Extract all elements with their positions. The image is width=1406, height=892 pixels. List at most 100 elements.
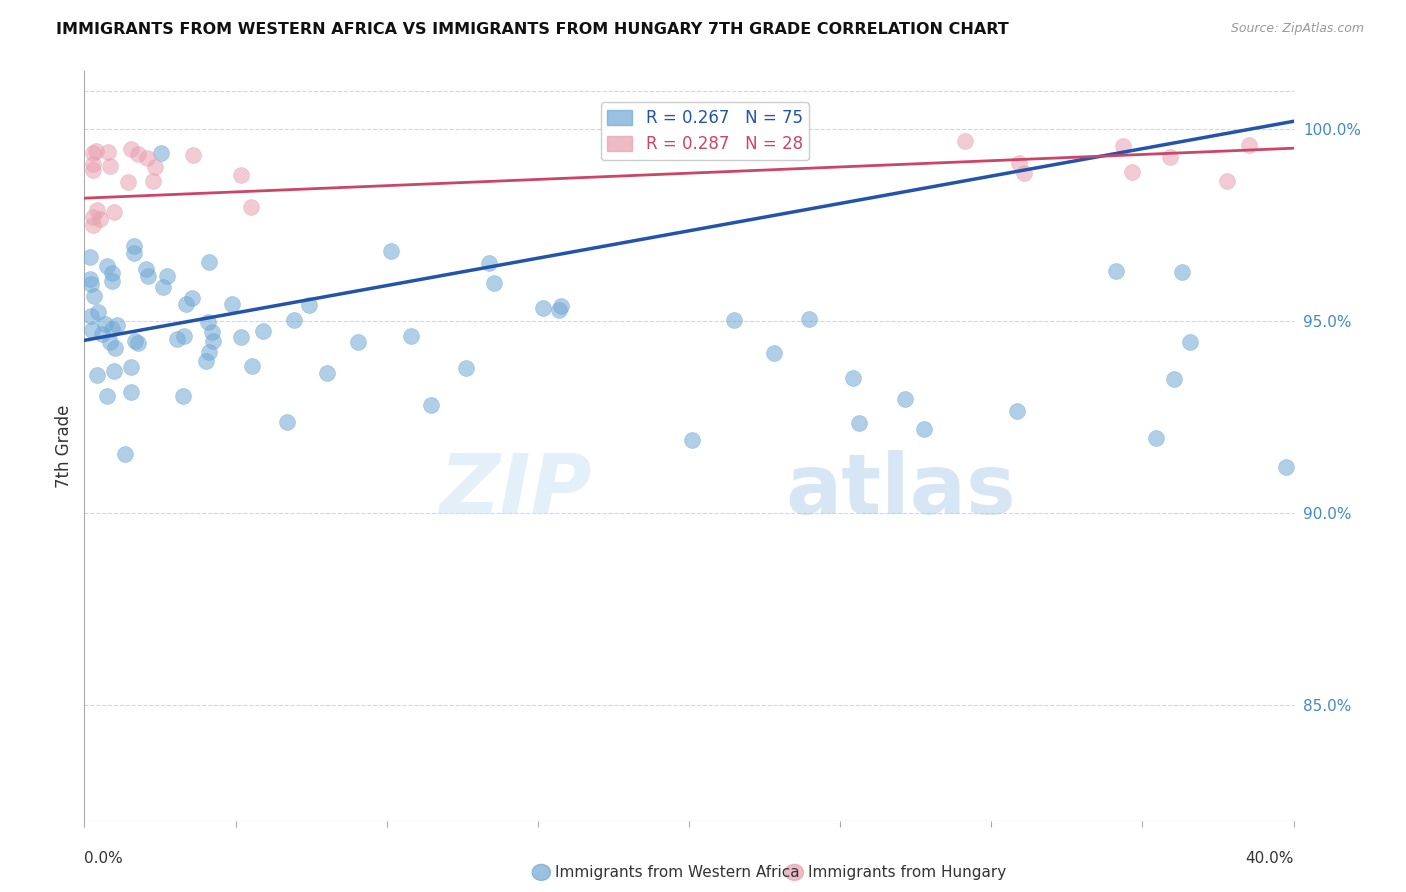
Point xyxy=(912,422,935,436)
Point xyxy=(174,297,197,311)
Point xyxy=(454,361,477,376)
Point xyxy=(1144,431,1167,445)
Point xyxy=(1274,460,1296,475)
Text: Immigrants from Western Africa: Immigrants from Western Africa xyxy=(555,865,800,880)
Point xyxy=(117,175,139,189)
Point xyxy=(198,255,221,269)
Point xyxy=(842,371,865,385)
Point xyxy=(96,259,118,273)
Point xyxy=(82,323,104,337)
Point xyxy=(114,447,136,461)
Text: IMMIGRANTS FROM WESTERN AFRICA VS IMMIGRANTS FROM HUNGARY 7TH GRADE CORRELATION : IMMIGRANTS FROM WESTERN AFRICA VS IMMIGR… xyxy=(56,22,1010,37)
Point xyxy=(399,328,422,343)
Point xyxy=(195,353,218,368)
Point xyxy=(550,299,572,313)
Point xyxy=(240,359,263,373)
Point xyxy=(84,144,107,158)
Point xyxy=(197,315,219,329)
Point xyxy=(136,269,159,284)
Point xyxy=(548,303,571,318)
Point xyxy=(96,389,118,403)
Point xyxy=(1159,151,1181,165)
Point xyxy=(135,262,157,277)
Point xyxy=(202,334,225,348)
Point xyxy=(1163,372,1185,386)
Point xyxy=(482,277,505,291)
Point xyxy=(763,345,786,359)
Point xyxy=(82,145,104,160)
Point xyxy=(848,416,870,430)
Point xyxy=(166,333,188,347)
Point xyxy=(98,335,121,350)
Point xyxy=(252,325,274,339)
Point xyxy=(98,159,121,173)
Point xyxy=(181,292,204,306)
Point xyxy=(1178,334,1201,349)
Text: atlas: atlas xyxy=(786,450,1017,532)
Text: 40.0%: 40.0% xyxy=(1246,851,1294,865)
Point xyxy=(80,277,103,291)
Point xyxy=(1112,139,1135,153)
Point xyxy=(89,212,111,227)
Text: Immigrants from Hungary: Immigrants from Hungary xyxy=(808,865,1007,880)
Text: Source: ZipAtlas.com: Source: ZipAtlas.com xyxy=(1230,22,1364,36)
Legend: R = 0.267   N = 75, R = 0.287   N = 28: R = 0.267 N = 75, R = 0.287 N = 28 xyxy=(600,103,810,160)
Point xyxy=(953,134,976,148)
Point xyxy=(681,434,703,448)
Point xyxy=(103,364,125,378)
Point xyxy=(120,142,142,156)
Point xyxy=(298,298,321,312)
Point xyxy=(105,318,128,332)
Point xyxy=(86,202,108,217)
Point xyxy=(347,334,370,349)
Point xyxy=(82,157,104,171)
Point xyxy=(152,280,174,294)
Point xyxy=(122,245,145,260)
Point xyxy=(82,210,104,224)
Point xyxy=(142,173,165,187)
Point xyxy=(104,341,127,355)
Point xyxy=(231,329,253,343)
Point xyxy=(103,205,125,219)
Point xyxy=(122,239,145,253)
Point xyxy=(156,268,179,283)
Point xyxy=(893,392,915,406)
Point xyxy=(172,389,194,403)
Point xyxy=(797,312,820,326)
Text: ZIP: ZIP xyxy=(440,450,592,532)
Point xyxy=(1014,166,1036,180)
Point xyxy=(221,297,243,311)
Point xyxy=(97,145,120,159)
Point xyxy=(82,219,104,233)
Point xyxy=(200,325,222,339)
Point xyxy=(86,368,108,382)
Point xyxy=(150,145,173,160)
Point xyxy=(127,147,149,161)
Point xyxy=(316,366,339,380)
Point xyxy=(723,313,745,327)
Point xyxy=(1171,265,1194,279)
Point xyxy=(229,168,252,182)
Point xyxy=(91,326,114,341)
Point xyxy=(1237,138,1260,153)
Point xyxy=(79,272,101,286)
Point xyxy=(478,256,501,270)
Point xyxy=(83,289,105,303)
Point xyxy=(380,244,402,258)
Point xyxy=(82,163,104,178)
Point xyxy=(94,317,117,331)
Point xyxy=(240,200,263,214)
Point xyxy=(1105,264,1128,278)
Point xyxy=(1007,156,1029,170)
Point xyxy=(79,309,101,323)
Y-axis label: 7th Grade: 7th Grade xyxy=(55,404,73,488)
Point xyxy=(1005,404,1028,418)
Point xyxy=(87,305,110,319)
Point xyxy=(101,322,124,336)
Point xyxy=(120,360,142,375)
Point xyxy=(183,147,205,161)
Point xyxy=(1121,164,1143,178)
Point xyxy=(127,335,149,350)
Point xyxy=(173,328,195,343)
Point xyxy=(100,266,122,280)
